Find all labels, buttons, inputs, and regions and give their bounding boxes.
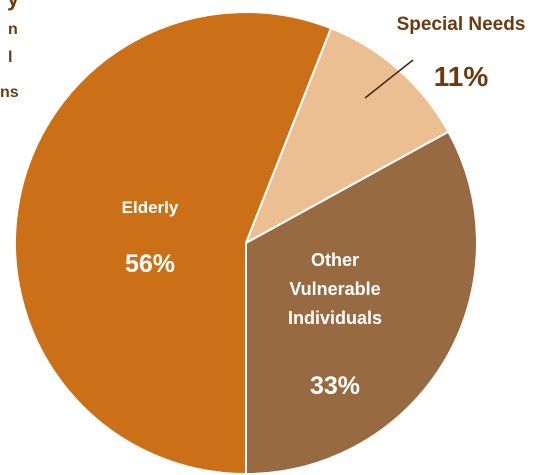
slice-name-label-special needs: Special Needs bbox=[397, 14, 526, 35]
cropped-label-fragment: l bbox=[8, 49, 12, 66]
slice-value-label-elderly: 56% bbox=[125, 250, 175, 278]
pie-slice-other-vulnerable-individuals bbox=[245, 130, 478, 475]
slice-name-label-other-vulnerable-individuals: Other Vulnerable Individuals bbox=[288, 250, 382, 328]
slice-value-label-special needs: 11% bbox=[434, 61, 489, 92]
cropped-label-fragment: n bbox=[8, 21, 18, 38]
slice-name-label-elderly: Elderly bbox=[122, 198, 179, 217]
leader-line-special needs bbox=[364, 59, 414, 99]
cropped-label-fragment: ns bbox=[0, 84, 19, 101]
slice-value-label-other-vulnerable-individuals: 33% bbox=[310, 372, 360, 400]
pie-slice-special needs bbox=[245, 27, 450, 244]
pie-slice-elderly bbox=[14, 11, 333, 475]
cropped-label-fragment: y bbox=[7, 0, 20, 11]
